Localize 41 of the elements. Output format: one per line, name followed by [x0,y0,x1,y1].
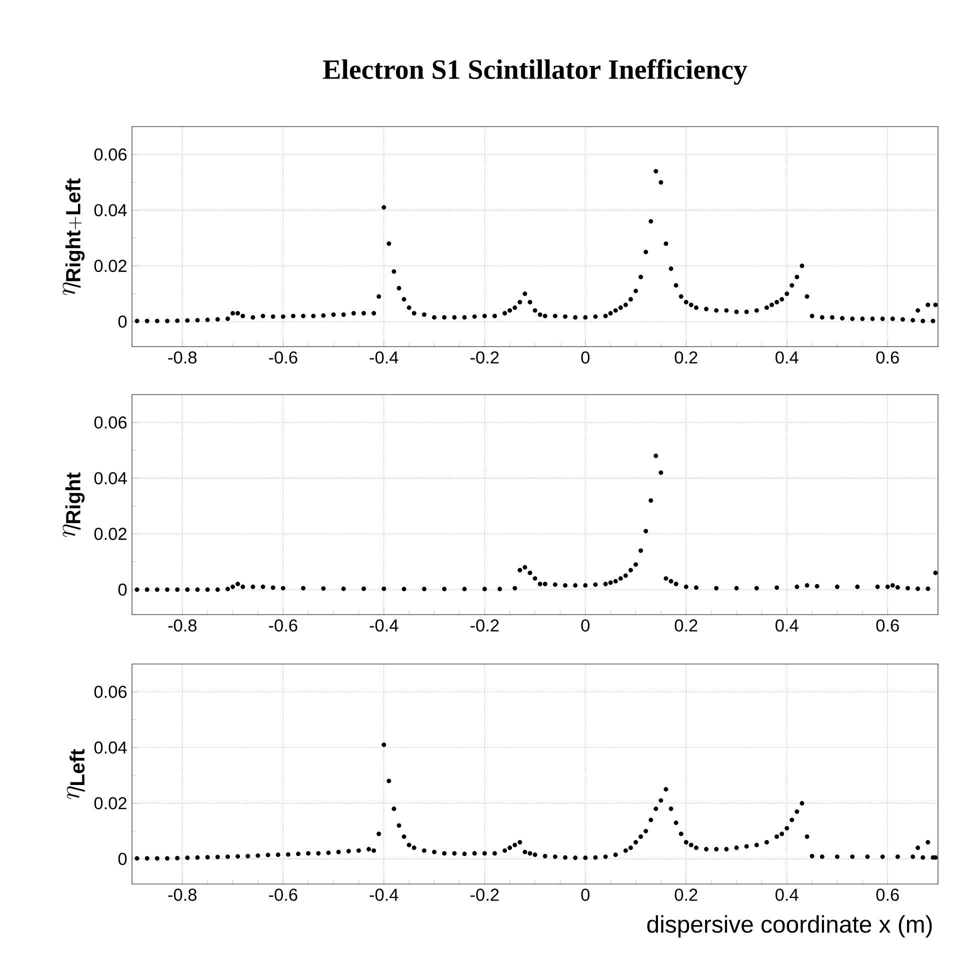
x-tick-label: -0.6 [269,888,298,901]
x-tick-label: -0.8 [168,888,197,901]
x-tick-label: -0.2 [470,619,499,632]
x-tick-label: -0.2 [470,888,499,901]
x-tick-label: -0.8 [168,619,197,632]
x-tick-label: -0.6 [269,619,298,632]
y-tick-label: 0.04 [94,472,127,484]
x-tick-label: 0.2 [674,888,698,901]
x-tick-label: -0.4 [370,351,398,364]
chart-title: Electron S1 Scintillator Inefficiency [323,59,748,85]
y-tick-label: 0.02 [94,528,126,540]
x-axis-title: dispersive coordinate x (m) [647,915,932,938]
x-tick-label: 0 [581,888,590,901]
y-tick-label: 0.06 [94,686,127,698]
x-tick-label: -0.6 [269,351,298,364]
x-tick-label: 0 [581,351,590,364]
x-tick-label: -0.8 [168,351,197,364]
x-tick-label: -0.4 [370,888,398,901]
y-tick-label: 0 [118,852,127,866]
y-tick-label: 0 [118,583,127,596]
y-tick-label: 0.02 [94,797,126,810]
x-tick-label: -0.4 [370,619,398,632]
y-tick-label: 0.02 [94,260,126,272]
x-tick-label: -0.2 [470,351,499,364]
x-tick-label: 0.4 [776,619,798,632]
y-axis-title: $\eta_{\mathbf{Left}}$ [66,749,85,799]
x-tick-label: 0.4 [776,351,798,364]
y-tick-label: 0.06 [94,416,127,429]
x-tick-label: 0.2 [674,351,698,364]
x-tick-label: 0.4 [776,888,798,901]
x-tick-label: 0 [581,619,590,632]
y-tick-label: 0.04 [94,741,127,754]
x-tick-label: 0.6 [876,351,899,364]
y-tick-label: 0.06 [94,148,127,161]
x-tick-label: 0.6 [876,619,899,632]
y-tick-label: 0.04 [94,204,127,216]
y-axis-title: $\eta_{\mathbf{Right}}$ [62,472,85,538]
x-tick-label: 0.2 [674,619,698,632]
y-axis-title: $\eta_{\mathbf{Right+Left}}$ [62,178,85,296]
y-tick-label: 0 [118,315,127,328]
x-tick-label: 0.6 [876,888,899,901]
